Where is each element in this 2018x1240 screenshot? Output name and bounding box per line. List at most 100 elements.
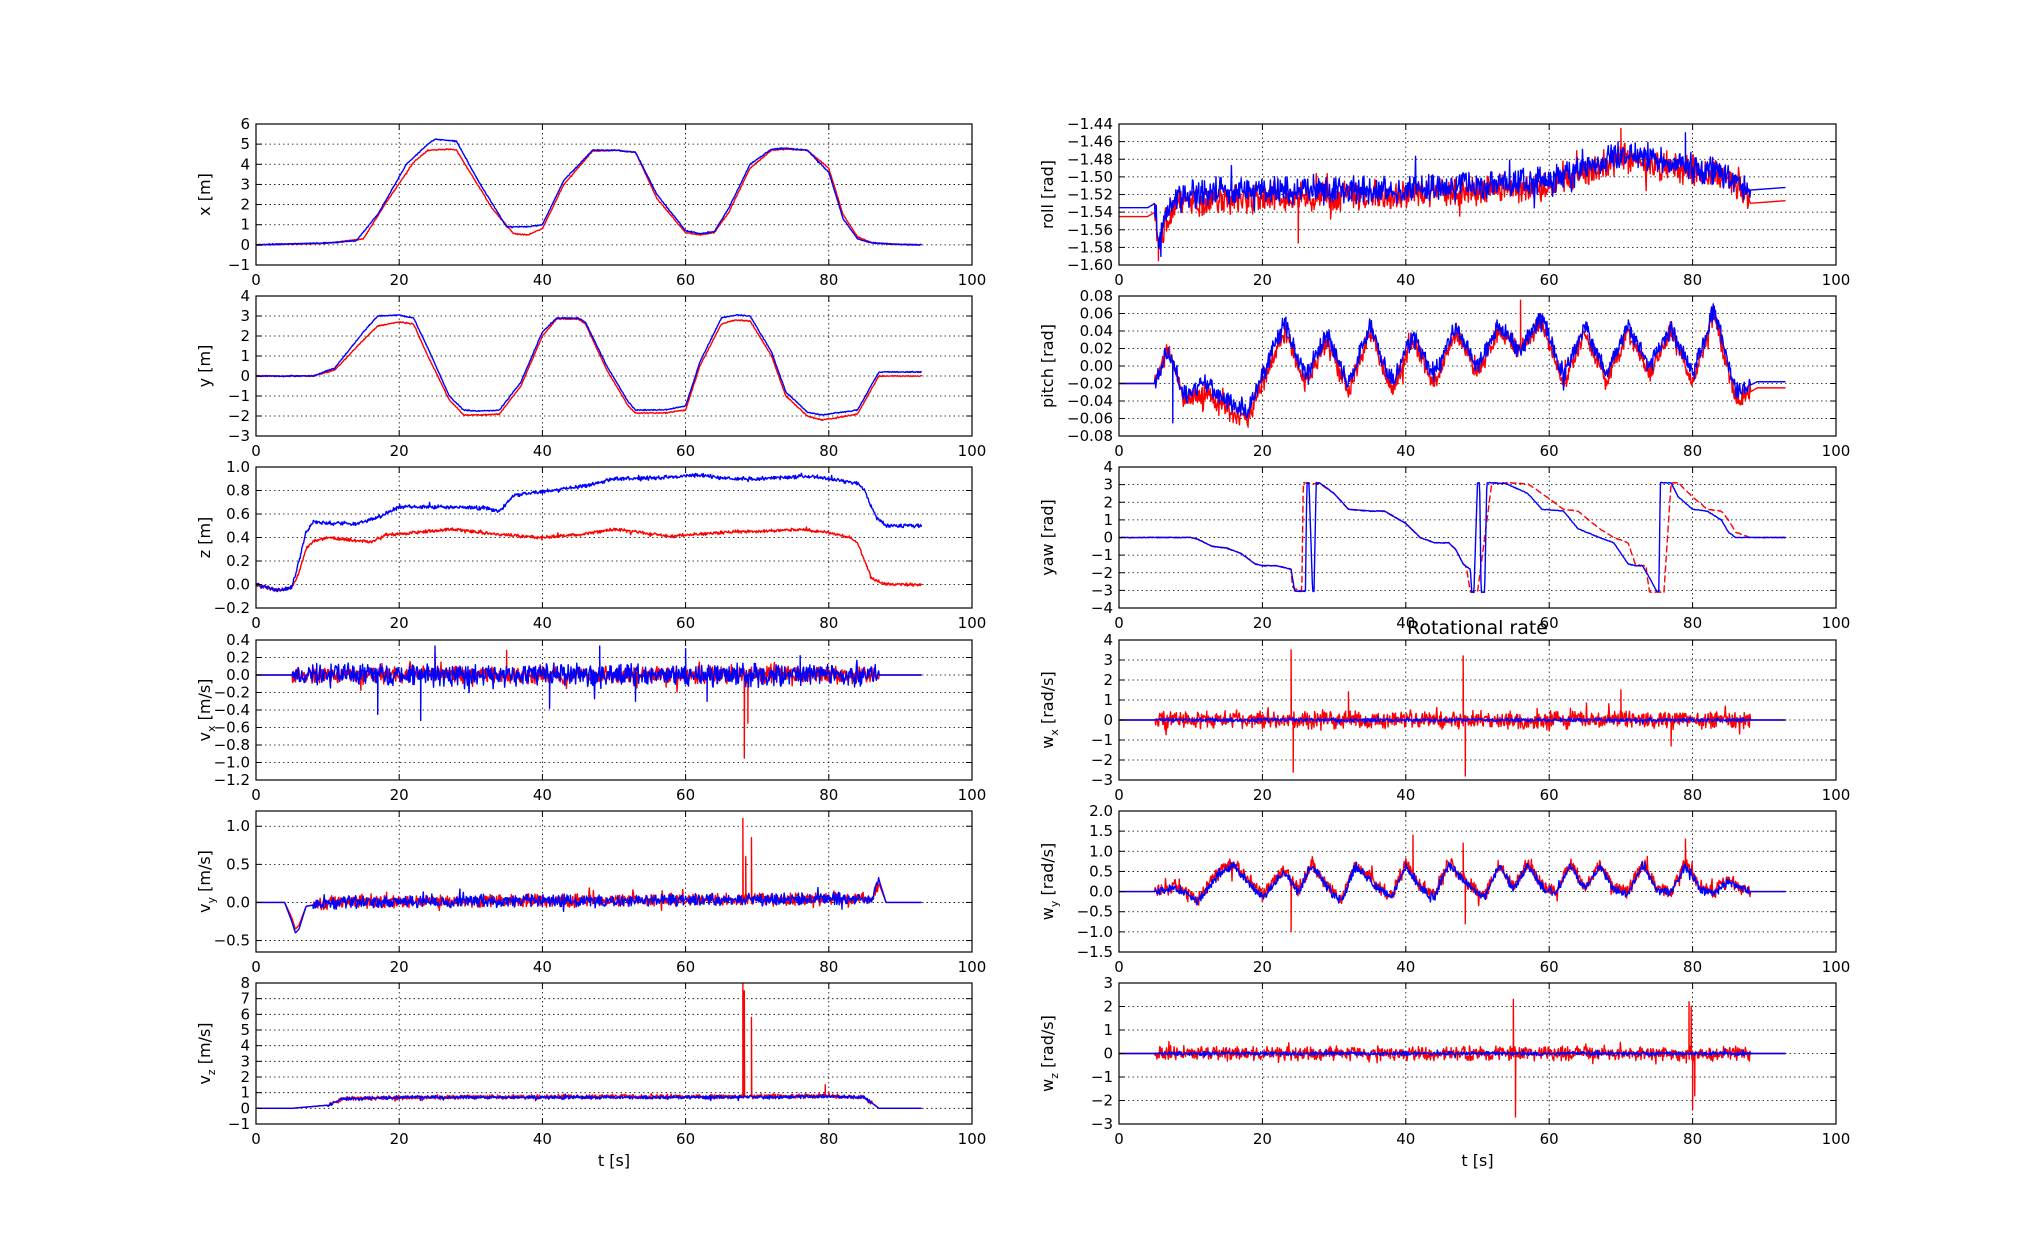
y-axis-label: roll [rad]: [1038, 160, 1057, 229]
subplot-roll: 0 20 40 60 80 100−1.44−1.46−1.48−1.50−1.52−1.…: [1038, 115, 1850, 289]
y-tick-label: 3: [1103, 651, 1113, 669]
y-tick-label: 3: [1103, 476, 1113, 494]
x-tick-label: 80: [1683, 442, 1702, 460]
x-tick-label: 60: [676, 614, 695, 632]
x-axis-label: t [s]: [1461, 1151, 1493, 1170]
y-tick-label: 0.04: [1080, 322, 1113, 340]
y-tick-label: 1: [1103, 691, 1113, 709]
y-tick-label: 1: [1103, 1021, 1113, 1039]
x-tick-label: 0: [1114, 271, 1124, 289]
y-axis-label-main: w: [1038, 1079, 1057, 1092]
subplot-y: 0 20 40 60 80 100 4 3 2 1 0 −1 −2 −3 y [m]: [195, 287, 986, 460]
x-tick-label: 20: [390, 1130, 409, 1148]
series-line: [256, 983, 922, 1110]
y-tick-label: 3: [1103, 974, 1113, 992]
y-tick-label: 1: [1103, 511, 1113, 529]
x-tick-label: 40: [1396, 614, 1415, 632]
y-tick-label: 0.2: [226, 552, 250, 570]
x-tick-label: 0: [1114, 614, 1124, 632]
y-tick-label: 0: [1103, 711, 1113, 729]
y-tick-label: −0.4: [214, 701, 250, 719]
series-line: [1119, 303, 1786, 424]
x-tick-label: 100: [958, 1130, 987, 1148]
series-line: [1119, 861, 1786, 906]
series-line: [1119, 299, 1786, 428]
y-tick-label: 4: [1103, 631, 1113, 649]
y-axis-label-main: v: [195, 732, 214, 741]
y-axis-label-unit: [rad/s]: [1038, 843, 1057, 901]
y-axis-label: x [m]: [195, 173, 214, 216]
y-tick-label: −0.5: [1077, 903, 1113, 921]
y-tick-label: 6: [240, 115, 250, 133]
x-tick-label: 100: [958, 271, 987, 289]
y-axis-label: wx [rad/s]: [1038, 671, 1061, 748]
y-axis-label-unit: [m/s]: [195, 679, 214, 726]
y-tick-label: −0.8: [214, 736, 250, 754]
y-tick-label: 0.0: [226, 893, 250, 911]
series-line: [256, 876, 922, 934]
y-tick-label: 1.0: [226, 817, 250, 835]
y-axis-label-subscript: x: [1048, 729, 1061, 736]
y-tick-label: 0.0: [226, 666, 250, 684]
plot-area: [256, 811, 972, 952]
x-tick-label: 20: [1253, 958, 1272, 976]
y-tick-label: 2: [240, 1068, 250, 1086]
x-tick-label: 0: [251, 442, 261, 460]
subplot-title: Rotational rate: [1407, 617, 1548, 639]
x-tick-label: 60: [1540, 271, 1559, 289]
x-tick-label: 0: [251, 958, 261, 976]
x-tick-label: 60: [676, 271, 695, 289]
subplot-z: 0 20 40 60 80 100 1.0 0.8 0.6 0.4 0.2 0.0 −0.2 z [m]: [195, 458, 986, 632]
y-tick-label: −0.08: [1067, 427, 1113, 445]
x-tick-label: 60: [676, 786, 695, 804]
y-tick-label: 0.2: [226, 649, 250, 667]
axes-frame: [255, 295, 973, 437]
x-tick-label: 80: [819, 614, 838, 632]
y-tick-label: 8: [240, 974, 250, 992]
x-tick-label: 60: [1540, 786, 1559, 804]
x-tick-label: 60: [1540, 1130, 1559, 1148]
y-tick-label: 3: [240, 307, 250, 325]
y-tick-label: 1: [240, 347, 250, 365]
x-tick-label: 80: [1683, 786, 1702, 804]
y-tick-label: 5: [240, 1021, 250, 1039]
x-tick-label: 80: [1683, 271, 1702, 289]
y-tick-label: −0.2: [214, 684, 250, 702]
axes-frame: [1118, 639, 1837, 781]
x-tick-label: 40: [533, 786, 552, 804]
y-tick-label: 4: [1103, 458, 1113, 476]
subplot-vx: 0 20 40 60 80 1000.40.20.0−0.2−0.4−0.6−0.8−1.…: [195, 631, 986, 804]
y-tick-label: 0.4: [226, 529, 250, 547]
y-tick-label: −1.46: [1067, 133, 1113, 151]
y-tick-label: 3: [240, 1052, 250, 1070]
y-tick-label: 2.0: [1089, 802, 1113, 820]
y-tick-label: 1.5: [1089, 822, 1113, 840]
x-tick-label: 0: [251, 1130, 261, 1148]
x-tick-label: 40: [1396, 271, 1415, 289]
x-tick-label: 0: [251, 614, 261, 632]
y-axis-label-main: w: [1038, 736, 1057, 749]
y-tick-label: 1.0: [226, 458, 250, 476]
y-axis-label-unit: [rad/s]: [1038, 1015, 1057, 1073]
x-tick-label: 0: [251, 271, 261, 289]
series-line: [256, 526, 923, 592]
y-tick-label: 4: [240, 1037, 250, 1055]
y-tick-label: 2: [1103, 998, 1113, 1016]
y-axis-label: yaw [rad]: [1038, 499, 1057, 575]
y-tick-label: 1: [240, 216, 250, 234]
subplot-wy: 0 20 40 60 80 100 2.0 1.5 1.0 0.5 0.0 −0.5 −1.0 −1.5 w…: [1038, 802, 1850, 976]
y-axis-label: z [m]: [195, 517, 214, 559]
y-tick-label: 0.08: [1080, 287, 1113, 305]
axes-frame: [255, 123, 973, 266]
subplot-wz: 0 20 40 60 80 100 3 2 1 0 −1 −2 −3 wz [rad/s] t [s]: [1038, 974, 1850, 1170]
x-tick-label: 20: [390, 958, 409, 976]
series-line: [1119, 1048, 1786, 1059]
y-tick-label: −1: [228, 387, 250, 405]
y-tick-label: −2: [1091, 564, 1113, 582]
series-line: [256, 138, 922, 246]
x-tick-label: 0: [1114, 958, 1124, 976]
y-tick-label: −1.52: [1067, 186, 1113, 204]
y-axis-label-subscript: z: [205, 1069, 218, 1075]
